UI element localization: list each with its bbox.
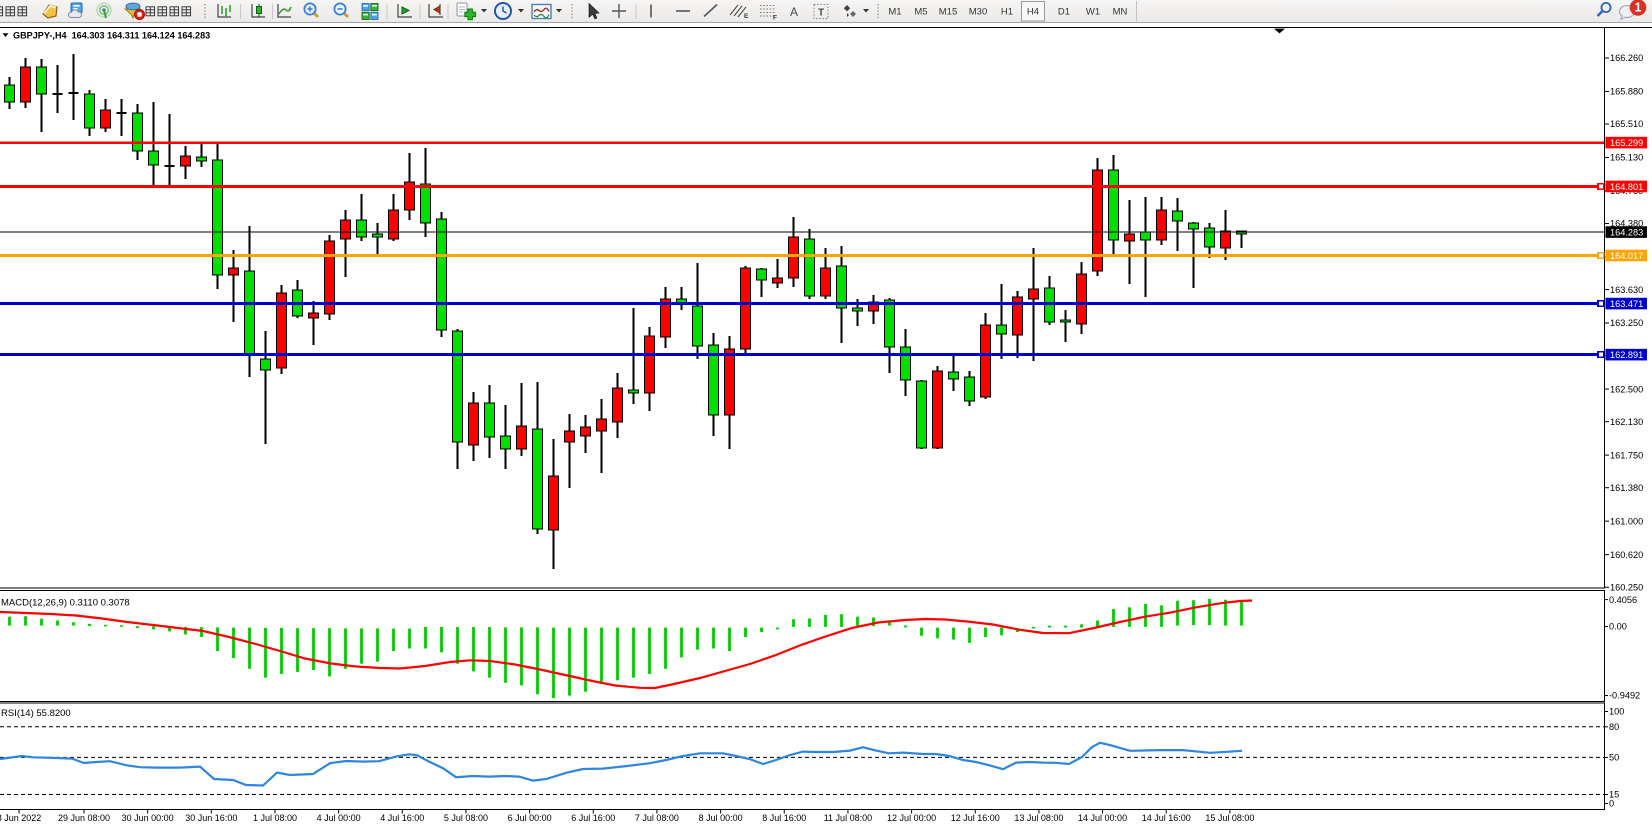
svg-text:13 Jul 08:00: 13 Jul 08:00 bbox=[1014, 813, 1063, 823]
svg-text:H4: H4 bbox=[1027, 7, 1039, 18]
svg-text:30 Jun 00:00: 30 Jun 00:00 bbox=[122, 813, 174, 823]
svg-text:100: 100 bbox=[1609, 707, 1624, 717]
svg-text:0.4056: 0.4056 bbox=[1609, 595, 1637, 605]
svg-text:12 Jul 16:00: 12 Jul 16:00 bbox=[951, 813, 1000, 823]
svg-text:5 Jul 08:00: 5 Jul 08:00 bbox=[444, 813, 488, 823]
svg-text:0: 0 bbox=[1609, 799, 1614, 809]
svg-text:14 Jul 16:00: 14 Jul 16:00 bbox=[1142, 813, 1191, 823]
svg-text:50: 50 bbox=[1609, 753, 1619, 763]
svg-text:T: T bbox=[818, 8, 824, 19]
svg-text:M30: M30 bbox=[969, 7, 987, 18]
svg-text:M15: M15 bbox=[939, 7, 957, 18]
svg-text:14 Jul 00:00: 14 Jul 00:00 bbox=[1078, 813, 1127, 823]
svg-text:162.891: 162.891 bbox=[1610, 350, 1643, 360]
svg-text:8 Jul 00:00: 8 Jul 00:00 bbox=[699, 813, 743, 823]
svg-text:161.000: 161.000 bbox=[1610, 516, 1643, 526]
svg-text:7 Jul 08:00: 7 Jul 08:00 bbox=[635, 813, 679, 823]
svg-text:6 Jul 16:00: 6 Jul 16:00 bbox=[571, 813, 615, 823]
svg-text:165.880: 165.880 bbox=[1610, 87, 1643, 97]
svg-text:4 Jul 16:00: 4 Jul 16:00 bbox=[380, 813, 424, 823]
svg-text:W1: W1 bbox=[1086, 7, 1100, 18]
svg-text:M1: M1 bbox=[888, 7, 901, 18]
svg-text:A: A bbox=[790, 5, 798, 19]
svg-text:160.250: 160.250 bbox=[1610, 582, 1643, 592]
svg-text:MACD(12,26,9) 0.3110 0.3078: MACD(12,26,9) 0.3110 0.3078 bbox=[1, 598, 130, 609]
svg-text:161.380: 161.380 bbox=[1610, 483, 1643, 493]
svg-text:163.250: 163.250 bbox=[1610, 318, 1643, 328]
svg-text:6 Jul 00:00: 6 Jul 00:00 bbox=[508, 813, 552, 823]
svg-text:162.130: 162.130 bbox=[1610, 417, 1643, 427]
svg-text:M5: M5 bbox=[914, 7, 927, 18]
svg-text:1 Jul 08:00: 1 Jul 08:00 bbox=[253, 813, 297, 823]
svg-text:15 Jul 08:00: 15 Jul 08:00 bbox=[1205, 813, 1254, 823]
svg-text:160.620: 160.620 bbox=[1610, 550, 1643, 560]
svg-text:29 Jun 08:00: 29 Jun 08:00 bbox=[58, 813, 110, 823]
svg-text:15: 15 bbox=[1609, 790, 1619, 800]
svg-text:165.299: 165.299 bbox=[1610, 138, 1643, 148]
svg-text:8 Jul 16:00: 8 Jul 16:00 bbox=[762, 813, 806, 823]
svg-text:12 Jul 00:00: 12 Jul 00:00 bbox=[887, 813, 936, 823]
svg-text:164.380: 164.380 bbox=[1610, 219, 1643, 229]
svg-text:8 Jun 2022: 8 Jun 2022 bbox=[0, 813, 41, 823]
svg-text:11 Jul 08:00: 11 Jul 08:00 bbox=[824, 813, 872, 823]
svg-text:MN: MN bbox=[1113, 7, 1128, 18]
svg-text:-0.9492: -0.9492 bbox=[1609, 691, 1640, 701]
svg-text:163.471: 163.471 bbox=[1610, 299, 1643, 309]
svg-text:165.130: 165.130 bbox=[1610, 153, 1643, 163]
svg-text:164.017: 164.017 bbox=[1610, 251, 1643, 261]
svg-text:162.500: 162.500 bbox=[1610, 384, 1643, 394]
svg-text:H1: H1 bbox=[1001, 7, 1013, 18]
svg-text:164.283: 164.283 bbox=[1610, 227, 1643, 237]
svg-text:164.801: 164.801 bbox=[1610, 182, 1643, 192]
svg-text:161.750: 161.750 bbox=[1610, 450, 1643, 460]
svg-text:RSI(14) 55.8200: RSI(14) 55.8200 bbox=[1, 708, 71, 719]
svg-text:4 Jul 00:00: 4 Jul 00:00 bbox=[317, 813, 361, 823]
svg-text:166.260: 166.260 bbox=[1610, 53, 1643, 63]
svg-text:D1: D1 bbox=[1058, 7, 1070, 18]
svg-text:165.510: 165.510 bbox=[1610, 119, 1643, 129]
svg-text:GBPJPY-,H4 164.303 164.311 16: GBPJPY-,H4 164.303 164.311 164.124 164.2… bbox=[13, 30, 210, 40]
svg-text:30 Jun 16:00: 30 Jun 16:00 bbox=[185, 813, 237, 823]
svg-text:1: 1 bbox=[1635, 1, 1642, 15]
svg-text:E: E bbox=[744, 13, 749, 20]
svg-text:163.630: 163.630 bbox=[1610, 285, 1643, 295]
svg-text:80: 80 bbox=[1609, 722, 1619, 732]
svg-text:0.00: 0.00 bbox=[1609, 622, 1627, 632]
svg-text:F: F bbox=[773, 15, 777, 22]
